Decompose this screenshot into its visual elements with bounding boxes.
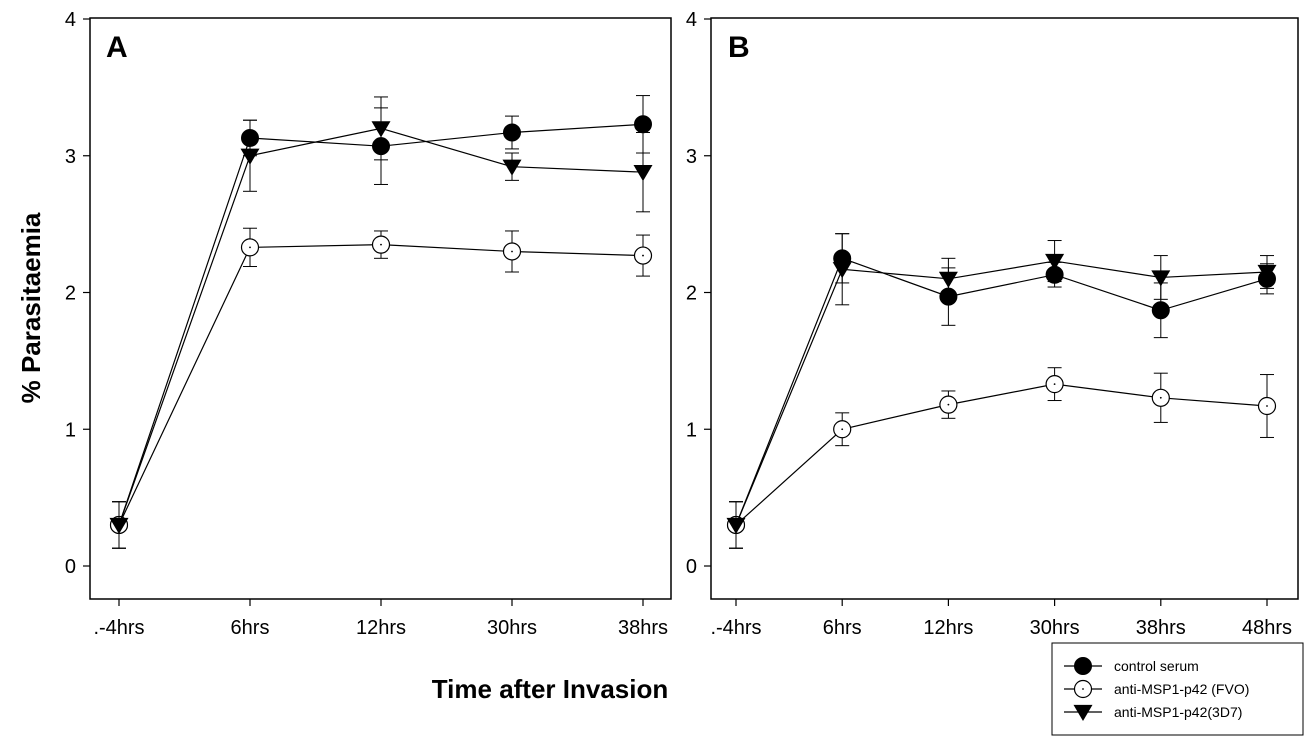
legend: control serum anti-MSP1-p42 (FVO) anti-MSP… (1052, 643, 1303, 735)
panel-a-series-control-serum-point-38hrs (635, 116, 652, 133)
legend-item-control-serum: control serum (1064, 658, 1199, 675)
panel-b-series-control-serum-point-38hrs (1152, 302, 1169, 319)
panel-a-series-anti-msp1-p42-3d7-point-30hrs (503, 160, 522, 176)
panel-b-frame (711, 18, 1298, 599)
legend-item-marker (1075, 681, 1092, 698)
panel-b-x-tick-label-30hrs: 30hrs (1030, 617, 1080, 639)
panel-a-series-anti-msp1-p42-fvo-point-30hrs (504, 243, 521, 260)
panel-b-x-tick-label-6hrs: 6hrs (823, 617, 862, 639)
legend-item-marker-dot (1082, 688, 1084, 690)
panel-b-series-anti-msp1-p42-fvo-point-6hrs (834, 421, 851, 438)
panel-b-letter: B (728, 31, 750, 64)
panel-a-series-anti-msp1-p42-fvo-point-6hrs-dot (249, 246, 251, 248)
panel-b-series-anti-msp1-p42-3d7-line (736, 261, 1267, 525)
panel-b-series-anti-msp1-p42-fvo-point-12hrs (940, 396, 957, 413)
panel-a-y-tick-label-1: 1 (65, 419, 76, 441)
x-axis-title: Time after Invasion (432, 674, 669, 704)
panel-b-plot: 0 1 2 3 4 .-4hrs 6hrs 12hrs 30hrs 38hrs 48hrs (686, 9, 1292, 639)
panel-b-series-anti-msp1-p42-fvo-point-38hrs (1152, 389, 1169, 406)
panel-a-x-tick-label-38hrs: 38hrs (618, 617, 668, 639)
legend-item-label: anti-MSP1-p42(3D7) (1114, 704, 1242, 720)
panel-b-series-anti-msp1-p42-fvo-point-30hrs (1046, 376, 1063, 393)
panel-a-y-tick-label-2: 2 (65, 283, 76, 305)
panel-b-series-anti-msp1-p42-3d7-point-38hrs (1151, 270, 1170, 286)
panel-a-series-anti-msp1-p42-fvo-point-38hrs-dot (642, 255, 644, 257)
panel-a-series-anti-msp1-p42-fvo-point-38hrs (635, 247, 652, 264)
panel-a-x-tick-label-4hrs: .-4hrs (93, 617, 144, 639)
panel-b-series-control-serum-line (736, 258, 1267, 525)
panel-a-x-tick-label-12hrs: 12hrs (356, 617, 406, 639)
panel-a-plot: 0 1 2 3 4 .-4hrs 6hrs 12hrs 30hrs 38hrs (65, 9, 668, 639)
panel-b-series-anti-msp1-p42-fvo-line (736, 384, 1267, 525)
panel-b: B 0 1 2 3 4 .-4hrs 6hrs 12hrs 30hrs 38hrs 48hrs (686, 9, 1298, 639)
panel-a: A 0 1 2 3 4 .-4hrs 6hrs 12hrs 30hrs 38hrs (65, 9, 671, 639)
panel-b-x-tick-label-12hrs: 12hrs (923, 617, 973, 639)
panel-b-y-tick-label-2: 2 (686, 283, 697, 305)
panel-b-y-tick-label-0: 0 (686, 556, 697, 578)
panel-a-x-tick-label-30hrs: 30hrs (487, 617, 537, 639)
panel-b-series-anti-msp1-p42-fvo-point-30hrs-dot (1054, 383, 1056, 385)
panel-b-series-anti-msp1-p42-fvo (728, 368, 1276, 549)
panel-b-series-anti-msp1-p42-3d7 (727, 234, 1277, 549)
panel-a-series-anti-msp1-p42-fvo-line (119, 245, 643, 525)
y-axis-title: % Parasitaemia (16, 212, 46, 403)
panel-a-series-anti-msp1-p42-fvo-point-30hrs-dot (511, 251, 513, 253)
panel-b-series-anti-msp1-p42-3d7-point-12hrs (939, 272, 958, 288)
panel-b-y-tick-label-1: 1 (686, 419, 697, 441)
panel-a-y-tick-label-3: 3 (65, 146, 76, 168)
panel-a-series-anti-msp1-p42-fvo-point-12hrs (373, 236, 390, 253)
panel-b-y-tick-label-4: 4 (686, 9, 697, 31)
panel-a-series-control-serum-point-30hrs (504, 124, 521, 141)
panel-a-y-tick-label-0: 0 (65, 556, 76, 578)
panel-a-series-anti-msp1-p42-3d7-point-38hrs (634, 165, 653, 181)
panel-a-letter: A (106, 31, 128, 64)
panel-b-x-tick-label-48hrs: 48hrs (1242, 617, 1292, 639)
panel-b-series-anti-msp1-p42-fvo-point-48hrs (1259, 398, 1276, 415)
panel-b-series-anti-msp1-p42-fvo-point-12hrs-dot (948, 404, 950, 406)
panel-b-series-control-serum (728, 234, 1276, 549)
panel-b-series-anti-msp1-p42-fvo-point-38hrs-dot (1160, 397, 1162, 399)
panel-a-series-anti-msp1-p42-3d7-line (119, 128, 643, 525)
panel-a-series-anti-msp1-p42-fvo (111, 228, 652, 548)
panel-b-series-anti-msp1-p42-fvo-point-6hrs-dot (841, 428, 843, 430)
panel-a-y-tick-label-4: 4 (65, 9, 76, 31)
panel-b-y-tick-label-3: 3 (686, 146, 697, 168)
legend-item-label: control serum (1114, 658, 1199, 674)
panel-a-x-tick-label-6hrs: 6hrs (231, 617, 270, 639)
panel-b-series-anti-msp1-p42-fvo-point-48hrs-dot (1266, 405, 1268, 407)
panel-a-series-anti-msp1-p42-fvo-point-6hrs (242, 239, 259, 256)
panel-b-x-tick-label-4hrs: .-4hrs (710, 617, 761, 639)
panel-a-series-anti-msp1-p42-fvo-point-12hrs-dot (380, 244, 382, 246)
panel-b-x-tick-label-38hrs: 38hrs (1136, 617, 1186, 639)
legend-item-label: anti-MSP1-p42 (FVO) (1114, 681, 1249, 697)
legend-item-marker (1075, 658, 1092, 675)
